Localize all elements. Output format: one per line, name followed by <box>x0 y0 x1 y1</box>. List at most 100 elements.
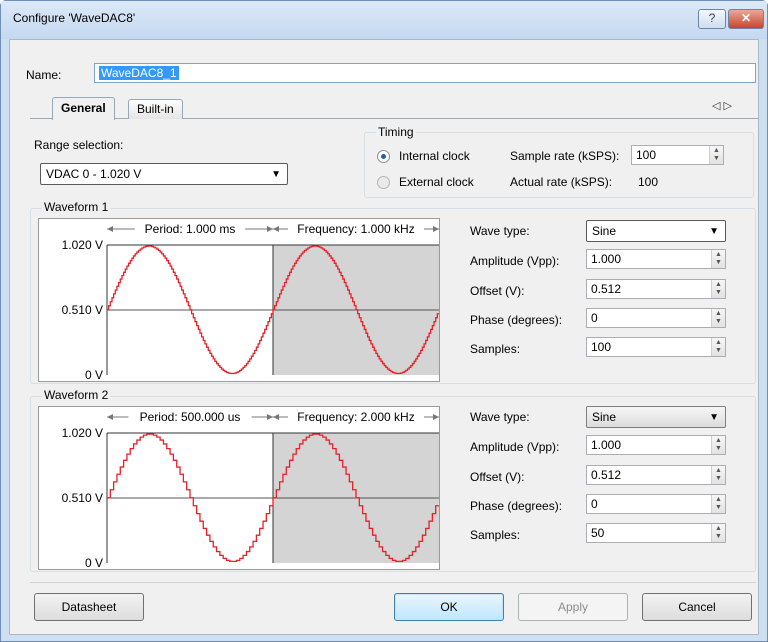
range-selection-dropdown[interactable]: VDAC 0 - 1.020 V ▼ <box>40 163 288 185</box>
phase-value: 0 <box>591 497 598 511</box>
name-input[interactable]: WaveDAC8_1 <box>94 63 756 83</box>
name-label: Name: <box>26 68 62 82</box>
y-tick-label: 1.020 V <box>62 238 103 252</box>
wave-type-value: Sine <box>592 410 617 424</box>
offset-spinner[interactable]: ▲ ▼ <box>711 280 725 298</box>
offset-label: Offset (V): <box>470 284 525 298</box>
external-clock-label: External clock <box>399 175 474 189</box>
sample-rate-spinner[interactable]: ▲ ▼ <box>709 146 723 164</box>
wave-type-value: Sine <box>592 224 617 238</box>
samples-spinner[interactable]: ▲ ▼ <box>711 524 725 542</box>
arrowhead-icon <box>433 414 439 420</box>
waveform-2-samples-input[interactable]: 50 ▲ ▼ <box>586 523 726 543</box>
waveform-1-chart: 1.020 V 0.510 V 0 V Period: 1.000 ms Frequen… <box>38 218 440 382</box>
internal-clock-radio[interactable] <box>377 150 390 163</box>
waveform-1-offset-input[interactable]: 0.512 ▲ ▼ <box>586 279 726 299</box>
amplitude-spinner[interactable]: ▲ ▼ <box>711 250 725 268</box>
amplitude-label: Amplitude (Vpp): <box>470 440 560 454</box>
waveform-2-offset-input[interactable]: 0.512 ▲ ▼ <box>586 465 726 485</box>
waveform-series-line <box>107 245 439 375</box>
actual-rate-label: Actual rate (kSPS): <box>510 175 613 189</box>
y-tick-label: 0 V <box>85 556 103 570</box>
waveform-1-amplitude-input[interactable]: 1.000 ▲ ▼ <box>586 249 726 269</box>
tab-built-in[interactable]: Built-in <box>128 99 183 119</box>
period-label: Period: 500.000 us <box>140 410 241 424</box>
waveform-2-wave-type-dropdown[interactable]: Sine ▼ <box>586 406 726 428</box>
sample-rate-value: 100 <box>636 148 657 162</box>
offset-spinner[interactable]: ▲ ▼ <box>711 466 725 484</box>
samples-value: 100 <box>591 340 612 354</box>
chevron-down-icon: ▼ <box>709 226 719 237</box>
waveform-1-title: Waveform 1 <box>42 200 111 214</box>
phase-value: 0 <box>591 311 598 325</box>
period-label: Period: 1.000 ms <box>145 222 236 236</box>
phase-label: Phase (degrees): <box>470 499 563 513</box>
phase-label: Phase (degrees): <box>470 313 563 327</box>
offset-value: 0.512 <box>591 468 622 482</box>
internal-clock-label: Internal clock <box>399 149 470 163</box>
ok-button[interactable]: OK <box>394 593 504 621</box>
offset-value: 0.512 <box>591 282 622 296</box>
waveform-1-samples-input[interactable]: 100 ▲ ▼ <box>586 337 726 357</box>
tab-scroll-arrows-icon[interactable]: ◁ ▷ <box>712 100 732 112</box>
waveform-1-phase-input[interactable]: 0 ▲ ▼ <box>586 308 726 328</box>
close-button[interactable]: ✕ <box>728 9 764 29</box>
title-bar[interactable]: Configure 'WaveDAC8' ? ✕ <box>1 1 767 39</box>
samples-label: Samples: <box>470 528 521 542</box>
samples-value: 50 <box>591 526 605 540</box>
arrowhead-icon <box>433 226 439 232</box>
phase-spinner[interactable]: ▲ ▼ <box>711 495 725 513</box>
actual-rate-value: 100 <box>638 175 659 189</box>
period-label-background <box>134 222 246 236</box>
datasheet-button[interactable]: Datasheet <box>34 593 144 621</box>
cancel-button[interactable]: Cancel <box>642 593 752 621</box>
wave-type-label: Wave type: <box>470 224 530 238</box>
arrowhead-icon <box>273 414 279 420</box>
waveform-2-amplitude-input[interactable]: 1.000 ▲ ▼ <box>586 435 726 455</box>
chevron-down-icon: ▼ <box>709 412 719 423</box>
phase-spinner[interactable]: ▲ ▼ <box>711 309 725 327</box>
arrowhead-icon <box>273 226 279 232</box>
sample-rate-input[interactable]: 100 ▲ ▼ <box>631 145 724 165</box>
frequency-label-background <box>288 410 424 424</box>
apply-button[interactable]: Apply <box>518 593 628 621</box>
chevron-down-icon: ▼ <box>271 169 281 180</box>
footer-divider <box>30 582 756 583</box>
arrowhead-icon <box>107 226 113 232</box>
amplitude-value: 1.000 <box>591 438 622 452</box>
waveform-1-wave-type-dropdown[interactable]: Sine ▼ <box>586 220 726 242</box>
timing-title: Timing <box>376 125 416 139</box>
waveform-plot: 1.020 V 0.510 V 0 V Period: 1.000 ms Frequen… <box>62 222 439 382</box>
frequency-label-background <box>288 222 424 236</box>
amplitude-spinner[interactable]: ▲ ▼ <box>711 436 725 454</box>
tab-bar: General Built-in ◁ ▷ <box>30 97 758 120</box>
period-label-background <box>128 410 252 424</box>
arrowhead-icon <box>267 414 273 420</box>
dialog-body: Name: WaveDAC8_1 General Built-in ◁ ▷ Ra… <box>9 39 759 635</box>
samples-spinner[interactable]: ▲ ▼ <box>711 338 725 356</box>
help-button[interactable]: ? <box>698 9 726 29</box>
wave-type-label: Wave type: <box>470 410 530 424</box>
frequency-label: Frequency: 1.000 kHz <box>297 222 414 236</box>
external-clock-radio[interactable] <box>377 176 390 189</box>
frequency-label: Frequency: 2.000 kHz <box>297 410 414 424</box>
y-tick-label: 1.020 V <box>62 426 103 440</box>
timing-group <box>364 132 754 198</box>
waveform-1-group <box>30 208 756 384</box>
window-title: Configure 'WaveDAC8' <box>13 11 136 25</box>
tab-general[interactable]: General <box>52 97 115 120</box>
amplitude-label: Amplitude (Vpp): <box>470 254 560 268</box>
y-tick-label: 0.510 V <box>62 491 103 505</box>
arrowhead-icon <box>267 226 273 232</box>
samples-label: Samples: <box>470 342 521 356</box>
amplitude-value: 1.000 <box>591 252 622 266</box>
range-selection-value: VDAC 0 - 1.020 V <box>46 167 142 181</box>
waveform-series-line <box>107 433 439 562</box>
waveform-2-group <box>30 396 756 572</box>
name-value: WaveDAC8_1 <box>99 66 179 80</box>
waveform-2-phase-input[interactable]: 0 ▲ ▼ <box>586 494 726 514</box>
waveform-2-chart: 1.020 V 0.510 V 0 V Period: 500.000 us Frequ… <box>38 406 440 570</box>
sample-rate-label: Sample rate (kSPS): <box>510 149 620 163</box>
y-tick-label: 0 V <box>85 368 103 382</box>
